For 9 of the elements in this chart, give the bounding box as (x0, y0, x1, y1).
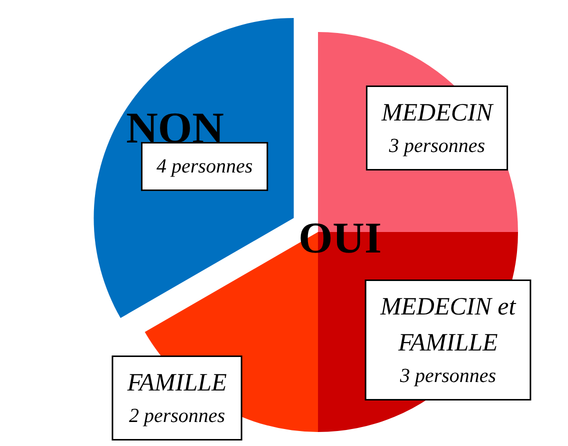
data-label: 3 personnes (398, 365, 496, 387)
data-label: 4 personnes (156, 156, 253, 178)
slice-label: MEDECIN et FAMILLE (379, 294, 517, 356)
slice-label: MEDECIN (380, 100, 494, 126)
data-label: 2 personnes (128, 405, 226, 427)
text: OUI (298, 214, 382, 262)
slice-label: FAMILLE (126, 370, 227, 396)
data-label: 3 personnes (388, 135, 486, 157)
text: NON (126, 104, 224, 152)
